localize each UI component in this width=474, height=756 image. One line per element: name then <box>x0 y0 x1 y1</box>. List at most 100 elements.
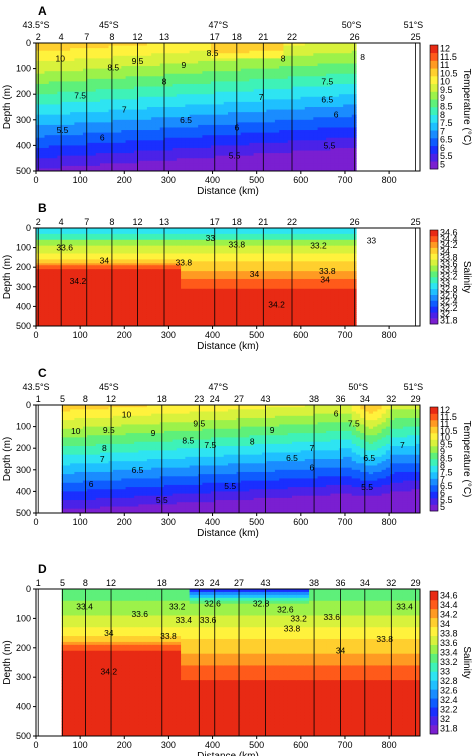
panel-label: A <box>38 4 47 18</box>
colorbar-swatch <box>430 653 438 663</box>
colorbar-frame <box>429 44 439 170</box>
colorbar-swatch <box>430 420 438 427</box>
x-tick-label: 200 <box>117 175 132 185</box>
x-tick-label: 100 <box>73 740 88 750</box>
contour-label: 33.8 <box>160 631 177 641</box>
x-tick-label: 300 <box>161 175 176 185</box>
colorbar-swatch <box>430 716 438 726</box>
y-tick-label: 400 <box>16 486 31 496</box>
colorbar-tick-label: 10 <box>440 433 450 443</box>
colorbar-swatch <box>430 608 438 619</box>
y-tick-label: 0 <box>26 400 31 410</box>
x-tick-label: 400 <box>205 517 220 527</box>
colorbar-swatch <box>430 241 438 248</box>
colorbar-tick-label: 9.5 <box>440 85 453 95</box>
colorbar-swatch <box>430 259 438 266</box>
colorbar-swatch <box>430 439 438 447</box>
x-tick-label: 600 <box>293 517 308 527</box>
station-label: 2 <box>36 217 41 227</box>
x-axis-label: Distance (km) <box>197 341 259 352</box>
x-tick-label: 200 <box>117 517 132 527</box>
colorbar-swatch <box>430 725 438 735</box>
y-axis-label: Depth (m) <box>2 437 13 481</box>
colorbar-frame <box>429 590 439 735</box>
colorbar-tick-label: 12 <box>440 44 450 54</box>
contour-label: 9 <box>181 60 186 70</box>
contour-label: 5.5 <box>224 481 236 491</box>
x-tick-label: 100 <box>73 175 88 185</box>
y-tick-label: 300 <box>16 282 31 292</box>
latitude-label: 47°S <box>208 382 228 392</box>
colorbar-tick-label: 33.8 <box>440 628 458 638</box>
contour-label: 6.5 <box>321 94 333 104</box>
station-label: 25 <box>411 217 421 227</box>
y-tick-label: 200 <box>16 262 31 272</box>
colorbar-tick-label: 5 <box>440 502 445 512</box>
contour-label: 9.5 <box>132 56 144 66</box>
contour-label: 34 <box>336 646 346 656</box>
colorbar-tick-label: 34.4 <box>440 234 458 244</box>
panel-label: B <box>38 201 47 215</box>
colorbar-tick-label: 34 <box>440 619 450 629</box>
colorbar-label: Salinity <box>461 646 472 678</box>
y-axis-label: Depth (m) <box>2 255 13 299</box>
latitude-label: 43.5°S <box>22 382 49 392</box>
station-label: 24 <box>210 394 220 404</box>
contour-label: 8 <box>250 437 255 447</box>
colorbar-tick-label: 7.5 <box>440 118 453 128</box>
plot-frame <box>35 42 421 172</box>
contour-label: 32.6 <box>204 599 221 609</box>
y-tick-label: 400 <box>16 301 31 311</box>
colorbar-swatch <box>430 491 438 499</box>
y-tick-label: 500 <box>16 731 31 741</box>
plot-frame <box>35 404 421 514</box>
plot-frame <box>35 227 421 327</box>
station-label: 38 <box>309 394 319 404</box>
colorbar-tick-label: 32.2 <box>440 303 458 313</box>
colorbar-tick-label: 33.4 <box>440 265 458 275</box>
colorbar-swatch <box>430 452 438 460</box>
colorbar-swatch <box>430 478 438 486</box>
x-tick-label: 300 <box>161 330 176 340</box>
station-label: 2 <box>36 32 41 42</box>
colorbar-swatch <box>430 235 438 243</box>
colorbar-tick-label: 34.4 <box>440 600 458 610</box>
colorbar-swatch <box>430 662 438 672</box>
station-label: 17 <box>210 32 220 42</box>
colorbar-swatch <box>430 698 438 708</box>
colorbar-tick-label: 10.5 <box>440 426 458 436</box>
colorbar-tick-label: 6 <box>440 143 445 153</box>
panel-a: 10 9.5 98.588.587.5776.5665.55.57.56.565.5… <box>2 4 472 197</box>
station-label: 12 <box>133 32 143 42</box>
colorbar-swatch <box>430 644 438 654</box>
colorbar-tick-label: 34.6 <box>440 590 458 600</box>
colorbar-swatch <box>430 312 438 319</box>
contour-label: 5.5 <box>57 125 69 135</box>
colorbar-tick-label: 6.5 <box>440 481 453 491</box>
station-label: 17 <box>210 217 220 227</box>
colorbar-swatch <box>430 68 438 77</box>
station-label: 18 <box>232 32 242 42</box>
colorbar-swatch <box>430 161 438 170</box>
contour-label: 8.5 <box>107 62 119 72</box>
colorbar-swatch <box>430 288 438 295</box>
colorbar-swatch <box>430 122 438 131</box>
plot-frame <box>35 588 421 737</box>
colorbar-tick-label: 6.5 <box>440 135 453 145</box>
colorbar-swatch <box>430 52 438 61</box>
contour-label: 7.5 <box>321 76 333 86</box>
colorbar-frame <box>429 229 439 325</box>
colorbar-swatch <box>430 91 438 100</box>
y-tick-label: 200 <box>16 643 31 653</box>
contour-label: 7 <box>100 454 105 464</box>
colorbar-swatch <box>430 153 438 162</box>
x-tick-label: 500 <box>249 175 264 185</box>
contour-label: 34.2 <box>268 299 285 309</box>
colorbar-tick-label: 10.5 <box>440 68 458 78</box>
x-tick-label: 700 <box>337 330 352 340</box>
station-label: 8 <box>83 394 88 404</box>
contour-label: 8.5 <box>182 436 194 446</box>
colorbar-tick-label: 34 <box>440 246 450 256</box>
